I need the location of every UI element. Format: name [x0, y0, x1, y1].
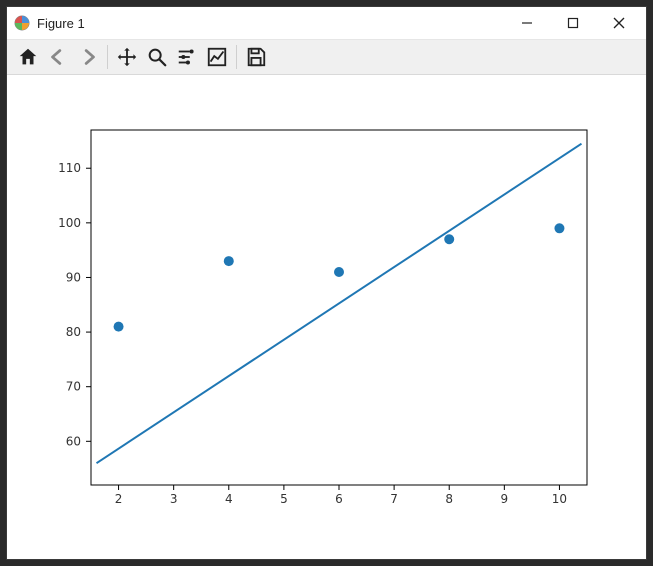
- svg-text:3: 3: [170, 492, 178, 506]
- svg-text:110: 110: [58, 161, 81, 175]
- axes-icon[interactable]: [202, 42, 232, 72]
- svg-text:80: 80: [66, 325, 81, 339]
- forward-icon[interactable]: [73, 42, 103, 72]
- svg-text:100: 100: [58, 216, 81, 230]
- svg-text:7: 7: [390, 492, 398, 506]
- figure-window: Figure 1: [6, 6, 647, 560]
- svg-text:9: 9: [501, 492, 509, 506]
- window-title: Figure 1: [37, 16, 85, 31]
- svg-text:70: 70: [66, 380, 81, 394]
- plot-area[interactable]: 2 3 4 5 6 7 8 9 10 60 70 80 90 100 110: [7, 75, 646, 559]
- close-button[interactable]: [596, 7, 642, 39]
- svg-text:8: 8: [445, 492, 453, 506]
- maximize-button[interactable]: [550, 7, 596, 39]
- svg-text:90: 90: [66, 270, 81, 284]
- chart-svg: 2 3 4 5 6 7 8 9 10 60 70 80 90 100 110: [7, 75, 646, 559]
- toolbar-separator: [107, 45, 108, 69]
- home-icon[interactable]: [13, 42, 43, 72]
- titlebar[interactable]: Figure 1: [7, 7, 646, 39]
- svg-text:10: 10: [552, 492, 567, 506]
- toolbar: [7, 39, 646, 75]
- svg-text:5: 5: [280, 492, 288, 506]
- app-icon: [13, 14, 31, 32]
- pan-icon[interactable]: [112, 42, 142, 72]
- back-icon[interactable]: [43, 42, 73, 72]
- svg-text:2: 2: [115, 492, 123, 506]
- zoom-icon[interactable]: [142, 42, 172, 72]
- svg-text:60: 60: [66, 434, 81, 448]
- toolbar-separator: [236, 45, 237, 69]
- minimize-button[interactable]: [504, 7, 550, 39]
- subplots-icon[interactable]: [172, 42, 202, 72]
- save-icon[interactable]: [241, 42, 271, 72]
- svg-text:4: 4: [225, 492, 233, 506]
- svg-text:6: 6: [335, 492, 343, 506]
